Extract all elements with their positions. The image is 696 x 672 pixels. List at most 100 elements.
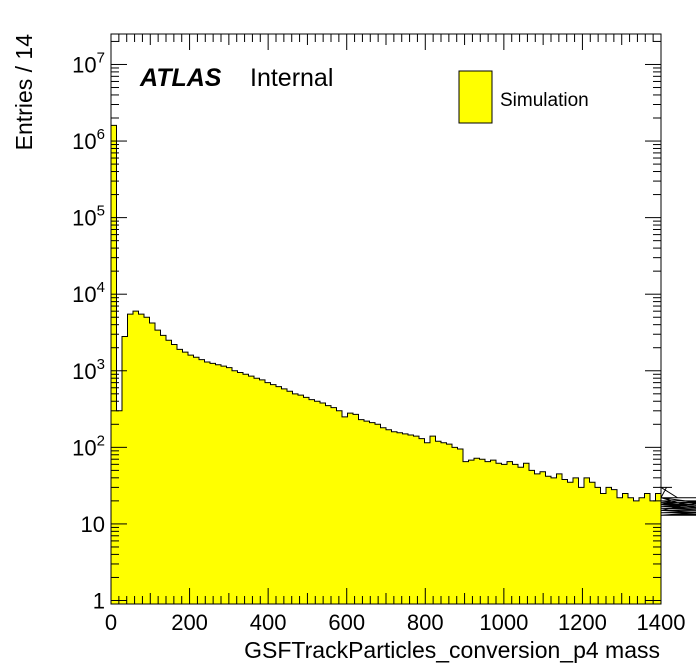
histogram-bar xyxy=(292,393,299,604)
histogram-bar xyxy=(556,473,563,604)
legend-swatch xyxy=(458,70,493,124)
histogram-bar xyxy=(468,460,475,604)
histogram-bar xyxy=(622,493,629,604)
histogram-bar xyxy=(413,436,420,604)
histogram-bar xyxy=(320,402,326,604)
histogram-bar xyxy=(424,442,431,604)
histogram-bar xyxy=(595,487,601,604)
histogram-bar xyxy=(171,344,178,604)
histogram-bar xyxy=(397,432,403,604)
histogram-bar xyxy=(479,459,486,604)
x-tick-label: 600 xyxy=(328,610,365,635)
histogram-bar xyxy=(122,336,128,604)
legend-label: Simulation xyxy=(500,90,589,111)
histogram-bar xyxy=(177,349,183,604)
histogram-bar xyxy=(210,363,216,604)
histogram-bar xyxy=(160,335,167,604)
histogram-bar xyxy=(155,330,161,604)
histogram-bar xyxy=(402,433,409,604)
histogram-bar xyxy=(512,464,519,604)
histogram-bar xyxy=(545,476,552,604)
histogram-bar xyxy=(611,489,618,604)
histogram-bar xyxy=(650,500,656,604)
histogram-bar xyxy=(342,416,348,604)
histogram-bar xyxy=(600,493,607,604)
y-axis-title: Entries / 14 xyxy=(11,34,37,151)
histogram-bar xyxy=(463,461,469,604)
histogram-bar xyxy=(149,323,156,604)
histogram-bar xyxy=(584,477,590,604)
histogram-bar xyxy=(490,460,497,604)
histogram-bar xyxy=(655,493,662,604)
histogram-bar xyxy=(347,413,354,604)
histogram-bar xyxy=(496,463,502,604)
x-tick-label: 800 xyxy=(407,610,444,635)
histogram-bar xyxy=(193,357,200,604)
histogram-bar xyxy=(188,355,194,604)
histogram-bar xyxy=(562,479,568,604)
histogram-bar xyxy=(336,410,343,604)
histogram-bar xyxy=(254,378,260,604)
histogram-bar xyxy=(127,314,134,604)
histogram-bar xyxy=(265,382,271,604)
histogram-bar xyxy=(540,471,546,604)
y-ticks: 1 10 102 103 104 105 106 107 xyxy=(72,40,661,613)
histogram-bar xyxy=(237,372,244,604)
histogram-bar xyxy=(298,395,304,604)
histogram-bar xyxy=(182,352,189,604)
histogram-bar xyxy=(419,438,425,604)
histogram-bar xyxy=(116,410,123,604)
histogram-bar xyxy=(589,482,596,604)
x-tick-label: 400 xyxy=(250,610,287,635)
histogram-bar xyxy=(391,431,398,604)
histogram-bar xyxy=(578,487,585,604)
histogram-bar xyxy=(204,362,211,604)
histogram-bar xyxy=(644,493,651,604)
histogram-bar xyxy=(243,374,249,604)
histogram-bar xyxy=(226,367,233,604)
histogram-bar xyxy=(248,376,255,604)
histogram-bar xyxy=(375,424,381,604)
histogram-bar xyxy=(111,125,117,604)
histogram-bar xyxy=(199,359,205,604)
x-tick-label: 1200 xyxy=(558,610,607,635)
histogram-bar xyxy=(144,317,150,604)
histogram-bars xyxy=(110,124,696,604)
histogram-bar xyxy=(628,497,634,604)
y-tick-label: 102 xyxy=(72,432,105,460)
y-tick-label: 107 xyxy=(72,49,105,77)
histogram-bar xyxy=(435,441,442,604)
histogram-bar xyxy=(380,427,387,604)
histogram-bar xyxy=(639,497,645,604)
histogram-bar xyxy=(276,386,282,604)
y-tick-label: 1 xyxy=(93,588,105,613)
y-tick-label: 104 xyxy=(72,279,105,307)
histogram-bar xyxy=(617,497,623,604)
histogram-bar xyxy=(287,391,293,604)
histogram-bar xyxy=(215,364,222,604)
x-tick-label: 1000 xyxy=(479,610,528,635)
histogram-bar xyxy=(551,477,557,604)
histogram-bar xyxy=(633,500,640,604)
histogram-bar xyxy=(606,487,612,604)
x-tick-label: 1400 xyxy=(637,610,686,635)
histogram-bar xyxy=(138,314,145,604)
histogram-bar xyxy=(314,401,321,604)
histogram-bar xyxy=(534,473,541,604)
histogram-bar xyxy=(507,461,513,604)
y-tick-label: 106 xyxy=(72,126,105,154)
internal-label: Internal xyxy=(250,64,333,92)
histogram-bar xyxy=(501,464,508,604)
histogram-bar xyxy=(457,449,464,604)
histogram-bar xyxy=(303,397,310,604)
histogram-bar xyxy=(452,447,458,604)
histogram-bar xyxy=(353,414,359,604)
histogram-bar xyxy=(430,436,436,604)
atlas-label: ATLAS xyxy=(139,64,222,92)
histogram-bar xyxy=(474,458,480,604)
histogram-bar xyxy=(573,477,579,604)
x-tick-label: 0 xyxy=(105,610,117,635)
histogram-bar xyxy=(446,444,453,604)
y-tick-label: 103 xyxy=(72,356,105,384)
